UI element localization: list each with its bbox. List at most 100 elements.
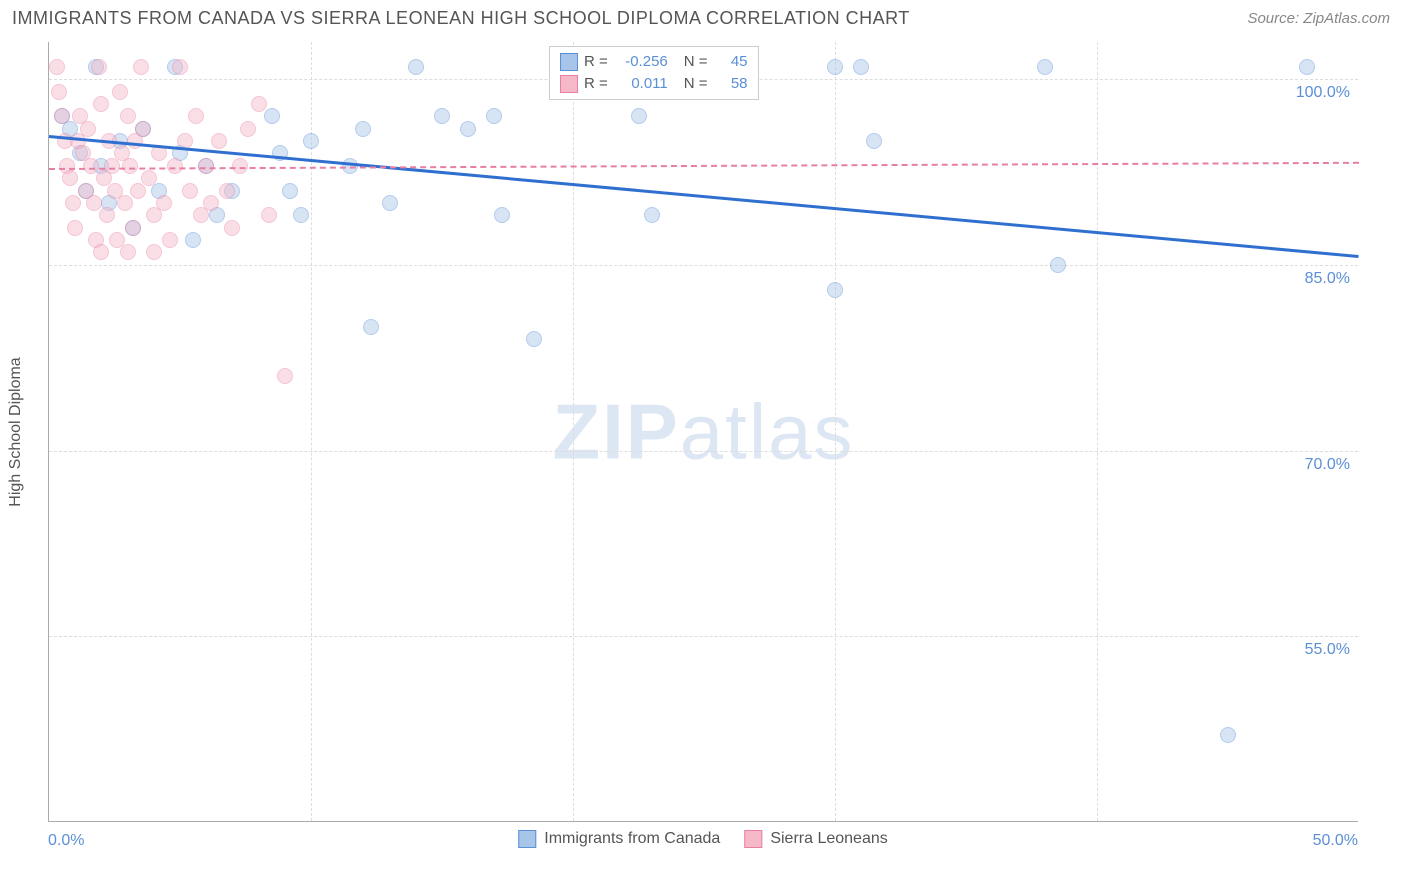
gridline-horizontal: [49, 451, 1358, 452]
data-point: [133, 59, 149, 75]
legend-row: R = -0.256 N = 45: [560, 51, 748, 73]
data-point: [460, 121, 476, 137]
data-point: [261, 207, 277, 223]
data-point: [355, 121, 371, 137]
data-point: [167, 158, 183, 174]
data-point: [1037, 59, 1053, 75]
legend-swatch: [744, 830, 762, 848]
data-point: [112, 84, 128, 100]
data-point: [382, 195, 398, 211]
data-point: [866, 133, 882, 149]
data-point: [188, 108, 204, 124]
legend-r-value: 0.011: [618, 73, 668, 95]
legend-item: Sierra Leoneans: [744, 830, 887, 848]
legend-n-value: 58: [718, 73, 748, 95]
data-point: [277, 368, 293, 384]
legend-bottom: Immigrants from Canada Sierra Leoneans: [518, 830, 887, 848]
data-point: [1050, 257, 1066, 273]
data-point: [251, 96, 267, 112]
data-point: [172, 59, 188, 75]
legend-stats: R = -0.256 N = 45 R = 0.011 N = 58: [549, 46, 759, 100]
data-point: [135, 121, 151, 137]
legend-swatch: [560, 75, 578, 93]
data-point: [156, 195, 172, 211]
data-point: [93, 244, 109, 260]
legend-r-label: R =: [584, 51, 608, 73]
source-attribution: Source: ZipAtlas.com: [1247, 10, 1390, 27]
data-point: [117, 195, 133, 211]
data-point: [83, 158, 99, 174]
gridline-horizontal: [49, 636, 1358, 637]
legend-r-label: R =: [584, 73, 608, 95]
legend-item-label: Sierra Leoneans: [770, 830, 887, 848]
data-point: [293, 207, 309, 223]
data-point: [363, 319, 379, 335]
y-tick-label: 100.0%: [1296, 84, 1350, 102]
legend-swatch: [518, 830, 536, 848]
legend-row: R = 0.011 N = 58: [560, 73, 748, 95]
data-point: [224, 220, 240, 236]
data-point: [219, 183, 235, 199]
data-point: [240, 121, 256, 137]
legend-item: Immigrants from Canada: [518, 830, 720, 848]
data-point: [631, 108, 647, 124]
legend-item-label: Immigrants from Canada: [544, 830, 720, 848]
data-point: [91, 59, 107, 75]
x-tick-label: 50.0%: [1313, 832, 1358, 850]
data-point: [303, 133, 319, 149]
data-point: [434, 108, 450, 124]
data-point: [86, 195, 102, 211]
data-point: [182, 183, 198, 199]
data-point: [125, 220, 141, 236]
chart-title: IMMIGRANTS FROM CANADA VS SIERRA LEONEAN…: [12, 8, 910, 29]
data-point: [827, 59, 843, 75]
data-point: [162, 232, 178, 248]
legend-n-label: N =: [684, 73, 708, 95]
data-point: [141, 170, 157, 186]
data-point: [120, 108, 136, 124]
data-point: [99, 207, 115, 223]
data-point: [494, 207, 510, 223]
x-tick-label: 0.0%: [48, 832, 84, 850]
watermark-light: atlas: [680, 387, 855, 475]
legend-n-value: 45: [718, 51, 748, 73]
data-point: [232, 158, 248, 174]
legend-r-value: -0.256: [618, 51, 668, 73]
data-point: [1220, 727, 1236, 743]
data-point: [80, 121, 96, 137]
data-point: [282, 183, 298, 199]
data-point: [211, 133, 227, 149]
legend-swatch: [560, 53, 578, 71]
watermark: ZIPatlas: [552, 386, 854, 477]
scatter-chart: ZIPatlas 55.0% 70.0% 85.0% 100.0% R = -0.256 N…: [48, 42, 1358, 822]
data-point: [93, 96, 109, 112]
data-point: [486, 108, 502, 124]
y-tick-label: 70.0%: [1305, 456, 1350, 474]
data-point: [49, 59, 65, 75]
data-point: [526, 331, 542, 347]
y-tick-label: 85.0%: [1305, 270, 1350, 288]
legend-n-label: N =: [684, 51, 708, 73]
data-point: [264, 108, 280, 124]
data-point: [203, 195, 219, 211]
trend-line: [49, 135, 1359, 258]
gridline-vertical: [1097, 42, 1098, 821]
gridline-vertical: [573, 42, 574, 821]
data-point: [122, 158, 138, 174]
data-point: [120, 244, 136, 260]
data-point: [62, 170, 78, 186]
data-point: [853, 59, 869, 75]
y-axis-label: High School Diploma: [7, 357, 25, 506]
y-tick-label: 55.0%: [1305, 641, 1350, 659]
data-point: [1299, 59, 1315, 75]
data-point: [54, 108, 70, 124]
data-point: [146, 244, 162, 260]
data-point: [644, 207, 660, 223]
gridline-horizontal: [49, 265, 1358, 266]
data-point: [827, 282, 843, 298]
data-point: [198, 158, 214, 174]
data-point: [185, 232, 201, 248]
data-point: [51, 84, 67, 100]
data-point: [67, 220, 83, 236]
data-point: [65, 195, 81, 211]
